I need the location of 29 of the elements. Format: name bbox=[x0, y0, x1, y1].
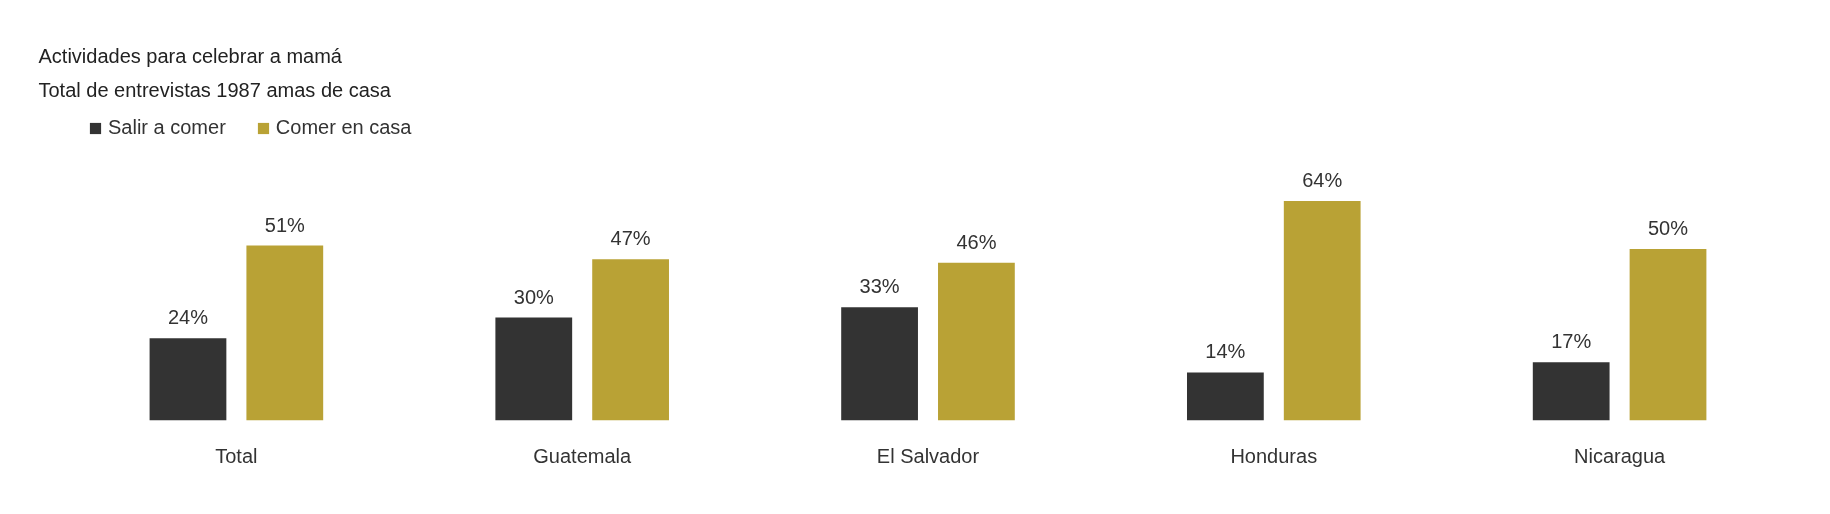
x-tick-label: Honduras bbox=[1230, 444, 1318, 467]
data-label: 24% bbox=[167, 306, 209, 329]
x-tick-label: Guatemala bbox=[533, 444, 632, 467]
data-label: 30% bbox=[513, 285, 555, 308]
bar bbox=[592, 259, 669, 421]
chart-subtitle: Total de entrevistas 1987 amas de casa bbox=[38, 78, 392, 101]
data-label: 14% bbox=[1205, 340, 1246, 363]
data-label: 33% bbox=[859, 275, 900, 298]
data-label: 64% bbox=[1302, 168, 1343, 191]
bar bbox=[246, 245, 324, 421]
bar bbox=[1532, 362, 1610, 421]
x-tick-label: Nicaragua bbox=[1574, 444, 1667, 467]
bar bbox=[841, 307, 918, 421]
legend-label: Salir a comer bbox=[108, 116, 226, 139]
data-label: 17% bbox=[1551, 330, 1592, 353]
x-tick-label: El Salvador bbox=[876, 444, 980, 467]
bar bbox=[149, 338, 227, 421]
bar bbox=[1187, 372, 1264, 421]
bar bbox=[1629, 249, 1707, 421]
x-tick-label: Total bbox=[215, 444, 258, 467]
chart-title: Actividades para celebrar a mamá bbox=[38, 45, 343, 67]
bar bbox=[938, 262, 1015, 421]
legend-label: Comer en casa bbox=[275, 116, 412, 139]
data-label: 47% bbox=[610, 227, 651, 250]
bar bbox=[495, 317, 573, 421]
bar bbox=[1283, 200, 1361, 421]
data-label: 46% bbox=[956, 230, 997, 253]
data-label: 51% bbox=[264, 213, 306, 236]
data-label: 50% bbox=[1648, 217, 1689, 240]
